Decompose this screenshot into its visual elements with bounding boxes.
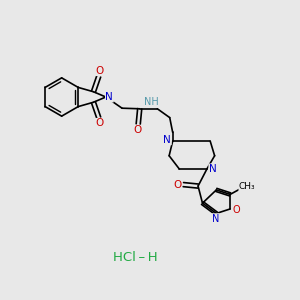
Text: O: O bbox=[232, 206, 240, 215]
Text: O: O bbox=[173, 180, 181, 190]
Text: O: O bbox=[134, 125, 142, 135]
Text: CH₃: CH₃ bbox=[239, 182, 256, 191]
Text: HCl – H: HCl – H bbox=[113, 251, 158, 264]
Text: O: O bbox=[95, 118, 103, 128]
Text: NH: NH bbox=[144, 97, 159, 107]
Text: N: N bbox=[212, 214, 219, 224]
Text: N: N bbox=[209, 164, 217, 174]
Text: N: N bbox=[106, 92, 113, 102]
Text: O: O bbox=[95, 65, 103, 76]
Text: N: N bbox=[164, 135, 171, 145]
